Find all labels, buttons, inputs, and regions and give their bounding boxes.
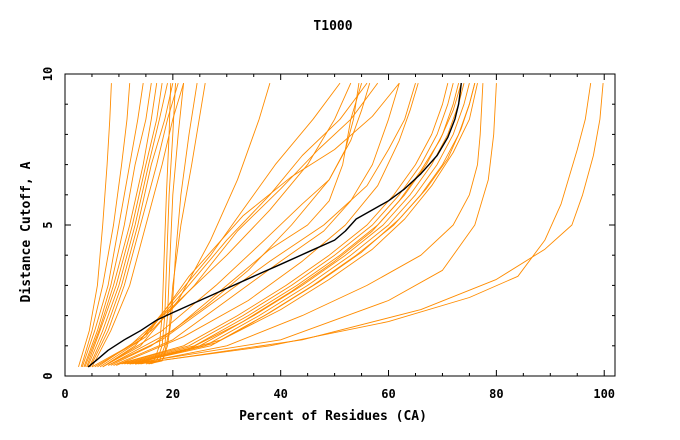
- highlight-line: [87, 83, 462, 368]
- series-line-24: [107, 82, 416, 366]
- x-tick-label: 100: [593, 387, 615, 401]
- series-line-18: [97, 82, 379, 368]
- series-line-4: [83, 83, 152, 368]
- plot-lines: [78, 82, 604, 368]
- series-line-1: [78, 83, 112, 368]
- x-tick-label: 40: [273, 387, 287, 401]
- y-tick-label: 0: [41, 372, 55, 379]
- series-line-10: [91, 82, 185, 368]
- y-axis-label: Distance Cutoff, A: [19, 161, 34, 302]
- x-tick-label: 60: [381, 387, 395, 401]
- series-line-27: [116, 82, 419, 366]
- series-line-7: [87, 83, 168, 368]
- series-line-19: [99, 82, 400, 368]
- series-line-5: [84, 83, 158, 368]
- series-line-22: [105, 83, 360, 366]
- series-line-34: [129, 82, 462, 365]
- series-line-13: [145, 83, 185, 365]
- series-line-25: [110, 82, 371, 366]
- series-line-16: [91, 82, 352, 368]
- chart-title: T1000: [313, 19, 352, 34]
- y-tick-label: 10: [41, 67, 55, 81]
- x-tick-label: 20: [166, 387, 180, 401]
- series-line-12: [140, 83, 176, 365]
- series-line-23: [107, 82, 363, 366]
- series-line-29: [118, 82, 454, 365]
- series-line-36: [134, 83, 478, 365]
- series-line-20: [102, 82, 271, 368]
- series-line-21: [102, 82, 341, 368]
- axis-ticks: 0 20 40 60 80 100 0 5 10: [41, 67, 615, 401]
- series-line-37: [135, 83, 484, 365]
- series-line-26: [113, 82, 400, 366]
- series-line-28: [118, 82, 449, 365]
- series-line-9: [89, 82, 179, 368]
- x-tick-label: 80: [489, 387, 503, 401]
- series-line-3: [81, 83, 144, 368]
- series-line-39: [135, 83, 592, 365]
- x-axis-label: Percent of Residues (CA): [239, 409, 427, 424]
- series-line-2: [80, 83, 131, 368]
- series-line-6: [86, 83, 163, 368]
- series-line-35: [132, 82, 476, 365]
- y-tick-label: 5: [41, 221, 55, 228]
- series-line-40: [137, 83, 604, 365]
- series-line-38: [129, 83, 497, 365]
- x-tick-label: 0: [61, 387, 68, 401]
- series-line-32: [126, 82, 470, 365]
- series-line-17: [94, 82, 368, 368]
- series-line-8: [88, 83, 174, 368]
